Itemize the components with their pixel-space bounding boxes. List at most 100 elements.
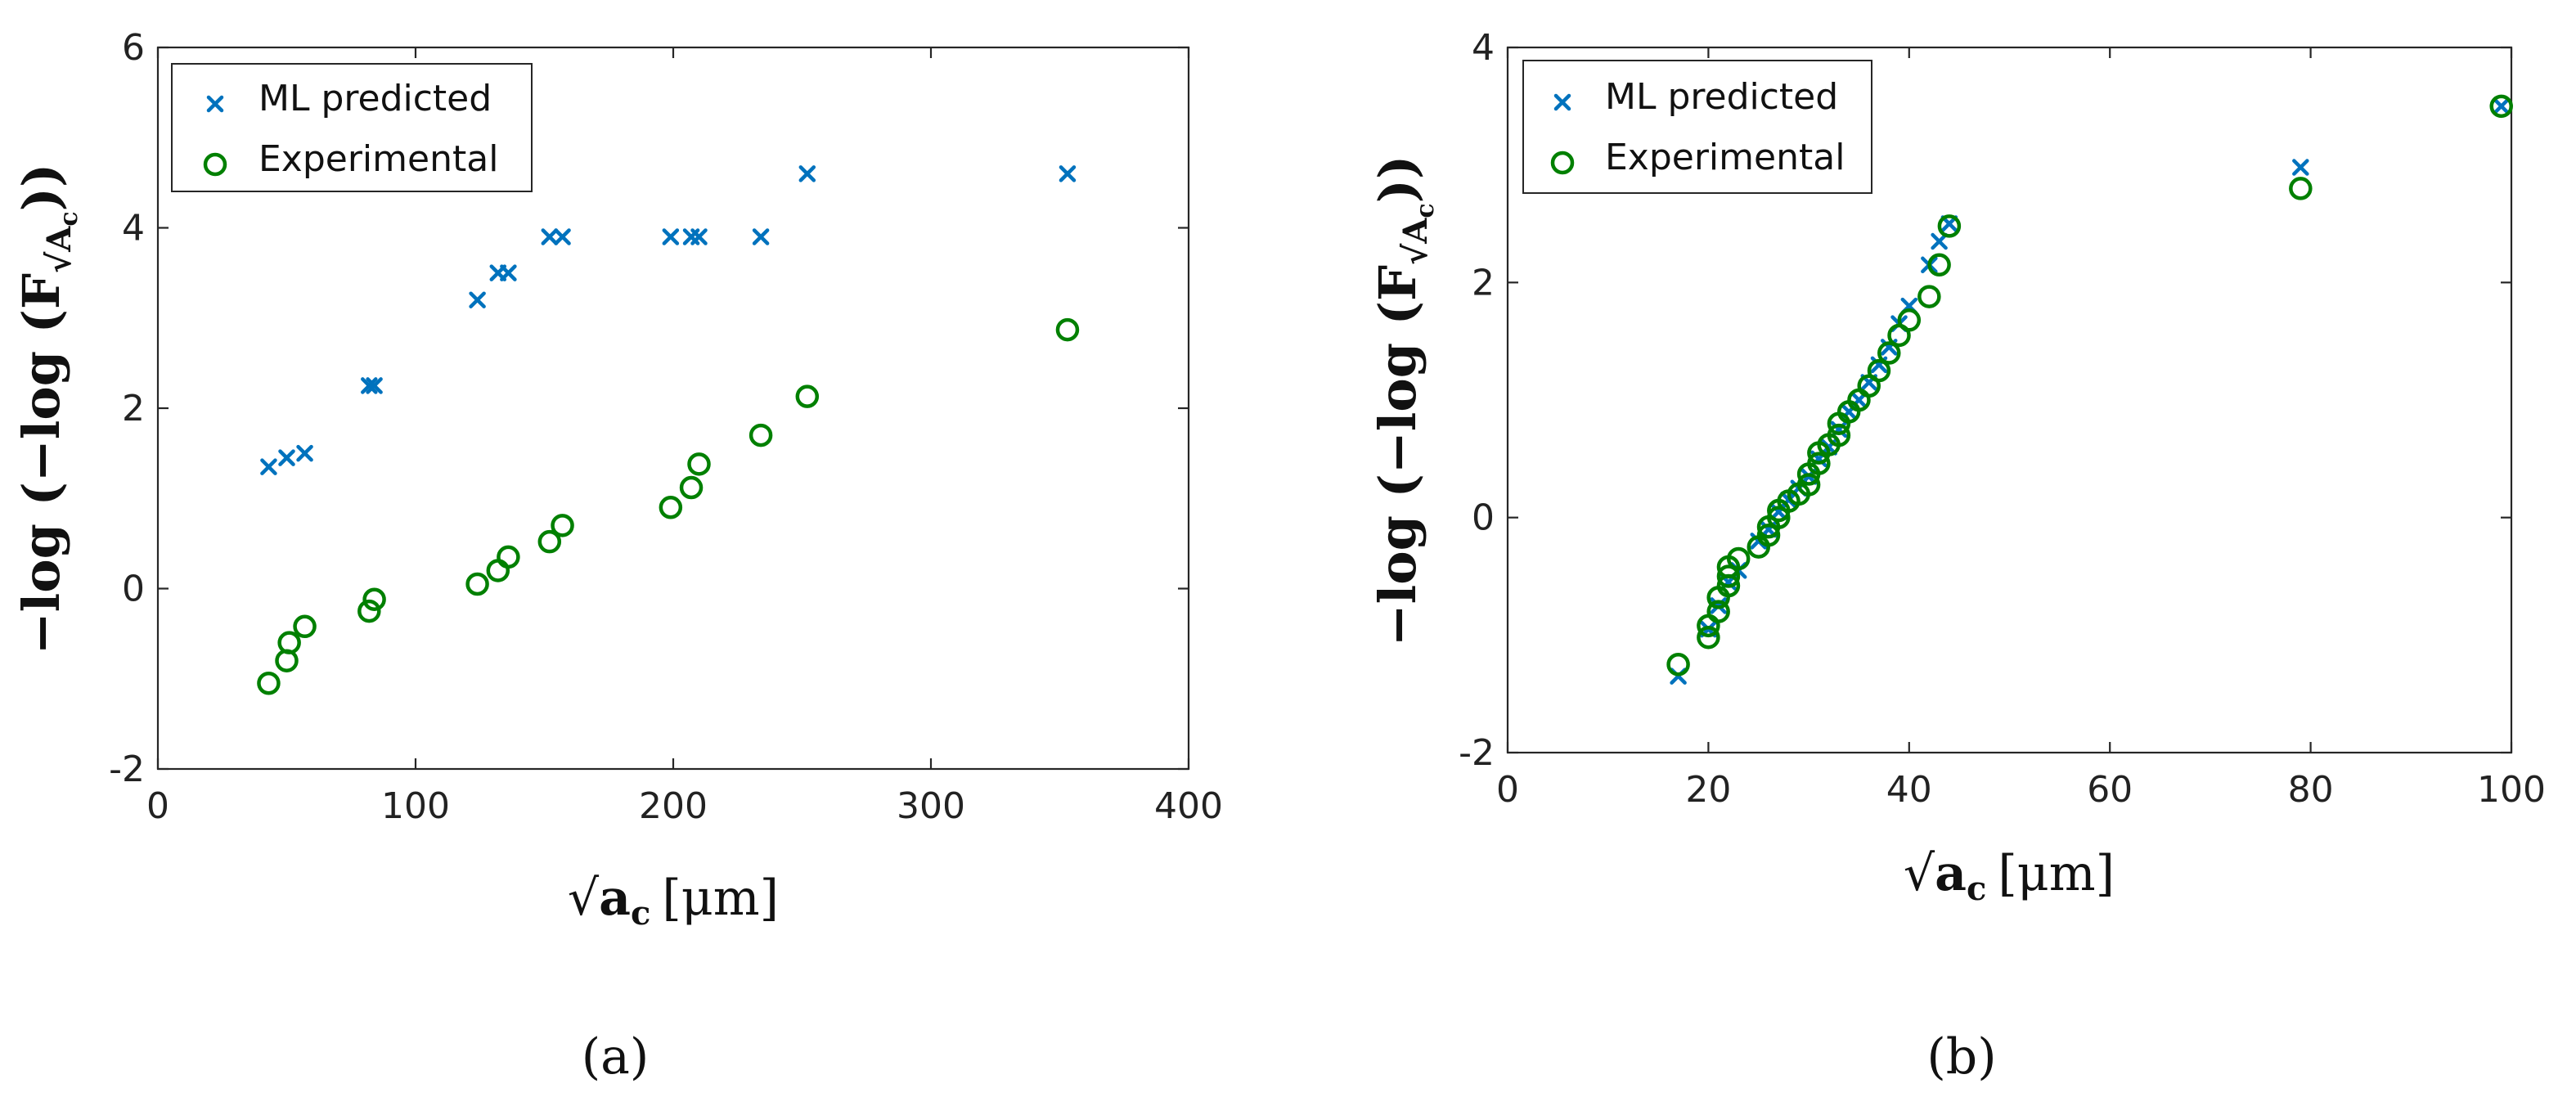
data-point-experimental	[749, 423, 773, 447]
y-axis-label-main: −log (−log (F	[11, 273, 71, 654]
x-tick-label: 0	[1496, 769, 1519, 811]
data-point-experimental	[497, 545, 520, 569]
x-axis-ticks-a: 0 100 200 300 400	[146, 47, 1223, 827]
x-tick-label: 300	[897, 785, 965, 827]
legend-o-marker	[1550, 151, 1575, 175]
x-tick-label: 0	[146, 785, 169, 827]
x-tick-label: 20	[1685, 769, 1731, 811]
legend-label-experimental: Experimental	[1605, 137, 1845, 178]
y-tick-label: 2	[1472, 262, 1495, 303]
y-axis-label-close: ))	[1368, 155, 1427, 204]
panel-label-a: (a)	[582, 1028, 650, 1086]
x-axis-label-radical: √	[1904, 845, 1935, 902]
legend-marker-experimental	[203, 152, 227, 177]
x-axis-label-a: √ac [μm]	[568, 870, 779, 933]
legend-box-a	[171, 63, 533, 192]
y-axis-label-a: −log (−log (F√Ac))	[11, 164, 83, 655]
x-axis-label-var: a	[1935, 845, 1967, 902]
y-axis-label-b: −log (−log (F√Ac))	[1368, 155, 1440, 647]
y-tick-label: 6	[122, 27, 145, 69]
x-axis-ticks-b: 0 20 40 60 80 100	[1496, 47, 2546, 811]
data-point-experimental	[1867, 358, 1891, 383]
data-point-experimental	[795, 384, 820, 408]
data-point-ml-predicted	[1931, 232, 1948, 250]
data-point-experimental	[1726, 546, 1751, 571]
data-point-ml-predicted	[469, 291, 486, 308]
x-tick-label: 400	[1154, 785, 1223, 827]
legend-marker-ml-predicted	[206, 95, 224, 113]
x-axis-label-b: √ac [μm]	[1904, 845, 2115, 908]
data-point-experimental	[257, 672, 281, 695]
data-point-ml-predicted	[260, 458, 277, 475]
y-axis-label-sub: √A	[1396, 218, 1435, 265]
data-point-ml-predicted	[554, 228, 571, 245]
data-point-experimental	[1706, 600, 1730, 623]
data-point-experimental	[2289, 177, 2313, 200]
data-point-experimental	[537, 529, 562, 554]
y-tick-label: 2	[122, 388, 145, 429]
data-point-ml-predicted	[2292, 159, 2309, 176]
legend-label-experimental: Experimental	[258, 138, 498, 180]
x-tick-label: 100	[2477, 769, 2546, 811]
data-point-experimental	[362, 587, 386, 611]
y-tick-label: 4	[1472, 27, 1495, 69]
data-point-experimental	[1927, 253, 1951, 277]
x-tick-label: 80	[2288, 769, 2334, 811]
data-point-ml-predicted	[541, 228, 559, 245]
y-tick-label: -2	[109, 749, 145, 790]
y-axis-ticks-a: -2 0 2 4 6	[109, 27, 1189, 790]
x-tick-label: 100	[381, 785, 450, 827]
data-points-a	[257, 165, 1080, 695]
legend-box-b	[1522, 60, 1872, 194]
data-point-experimental	[1827, 423, 1851, 447]
y-tick-label: 0	[1472, 497, 1495, 539]
legend-marker-ml-predicted	[1553, 93, 1571, 111]
x-axis-label-sub: c	[1967, 870, 1986, 908]
data-point-ml-predicted	[296, 444, 313, 462]
x-tick-label: 200	[639, 785, 708, 827]
data-point-ml-predicted	[2493, 97, 2510, 115]
legend-x-marker	[206, 95, 224, 113]
legend-label-ml-predicted: ML predicted	[1605, 76, 1838, 118]
data-point-ml-predicted	[278, 449, 295, 466]
data-point-experimental	[1807, 452, 1831, 475]
data-point-experimental	[1055, 317, 1080, 342]
data-point-experimental	[679, 475, 704, 500]
data-point-experimental	[1666, 653, 1690, 677]
data-point-experimental	[1756, 523, 1781, 547]
data-point-experimental	[1897, 308, 1922, 332]
data-point-ml-predicted	[361, 377, 378, 394]
x-axis-label-unit: [μm]	[662, 870, 779, 927]
y-axis-label-close: ))	[11, 164, 71, 212]
legend-marker-experimental	[1550, 151, 1575, 175]
data-point-experimental	[1937, 214, 1962, 238]
data-point-ml-predicted	[366, 377, 383, 394]
data-point-experimental	[465, 572, 489, 596]
data-point-ml-predicted	[662, 228, 680, 245]
x-axis-label-radical: √	[568, 870, 600, 927]
x-axis-label-sub: c	[631, 894, 650, 933]
legend-x-marker	[1553, 93, 1571, 111]
data-point-experimental	[1796, 473, 1821, 497]
data-point-ml-predicted	[690, 228, 708, 245]
legend-b: ML predicted Experimental	[1522, 60, 1872, 194]
legend-label-ml-predicted: ML predicted	[258, 78, 492, 119]
data-point-experimental	[293, 614, 317, 639]
data-point-ml-predicted	[1059, 165, 1077, 182]
legend-o-marker	[203, 152, 227, 177]
data-point-experimental	[1767, 506, 1791, 529]
data-point-experimental	[2489, 94, 2513, 119]
y-axis-label-main: −log (−log (F	[1368, 265, 1427, 646]
data-point-experimental	[1917, 285, 1941, 308]
data-point-experimental	[1697, 625, 1720, 650]
data-points-b	[1666, 94, 2513, 685]
data-point-experimental	[357, 599, 381, 623]
y-axis-label-sub: √A	[40, 226, 79, 273]
y-axis-ticks-b: -2 0 2 4	[1459, 27, 2511, 774]
data-point-experimental	[1877, 341, 1901, 365]
data-point-ml-predicted	[798, 165, 816, 182]
y-tick-label: -2	[1459, 732, 1495, 774]
